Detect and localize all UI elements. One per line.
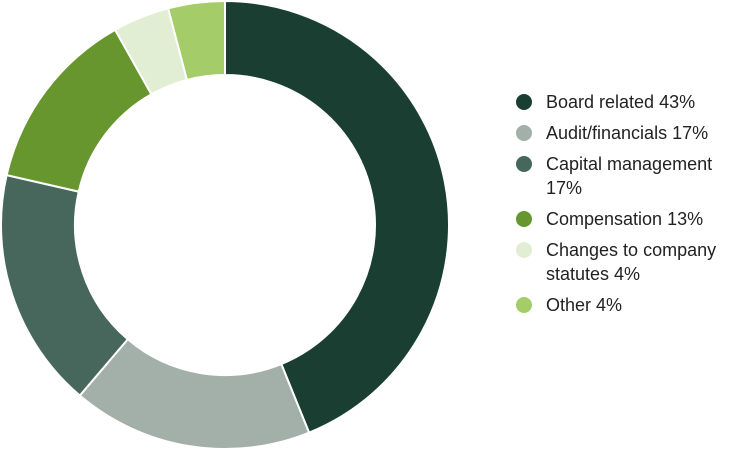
legend-label: Other 4% <box>546 295 623 315</box>
legend-swatch <box>516 156 532 172</box>
legend-item: Board related 43% <box>516 90 746 114</box>
legend-label: Compensation 13% <box>546 209 704 229</box>
legend-item: Capital management 17% <box>516 152 746 200</box>
donut-slice-capital-management <box>0 173 130 397</box>
legend-label: Audit/financials 17% <box>546 123 709 143</box>
chart-legend: Board related 43% Audit/financials 17% Cap… <box>516 90 746 324</box>
legend-item: Compensation 13% <box>516 207 746 231</box>
legend-swatch <box>516 125 532 141</box>
legend-swatch <box>516 211 532 227</box>
legend-label: Board related 43% <box>546 92 696 112</box>
legend-label: Changes to company statutes 4% <box>546 240 717 284</box>
legend-item: Audit/financials 17% <box>516 121 746 145</box>
legend-swatch <box>516 297 532 313</box>
donut-slice-board-related <box>224 0 450 434</box>
legend-swatch <box>516 242 532 258</box>
legend-label: Capital management 17% <box>546 154 713 198</box>
legend-item: Changes to company statutes 4% <box>516 238 746 286</box>
legend-item: Other 4% <box>516 293 746 317</box>
donut-slice-other <box>166 0 226 82</box>
legend-swatch <box>516 94 532 110</box>
